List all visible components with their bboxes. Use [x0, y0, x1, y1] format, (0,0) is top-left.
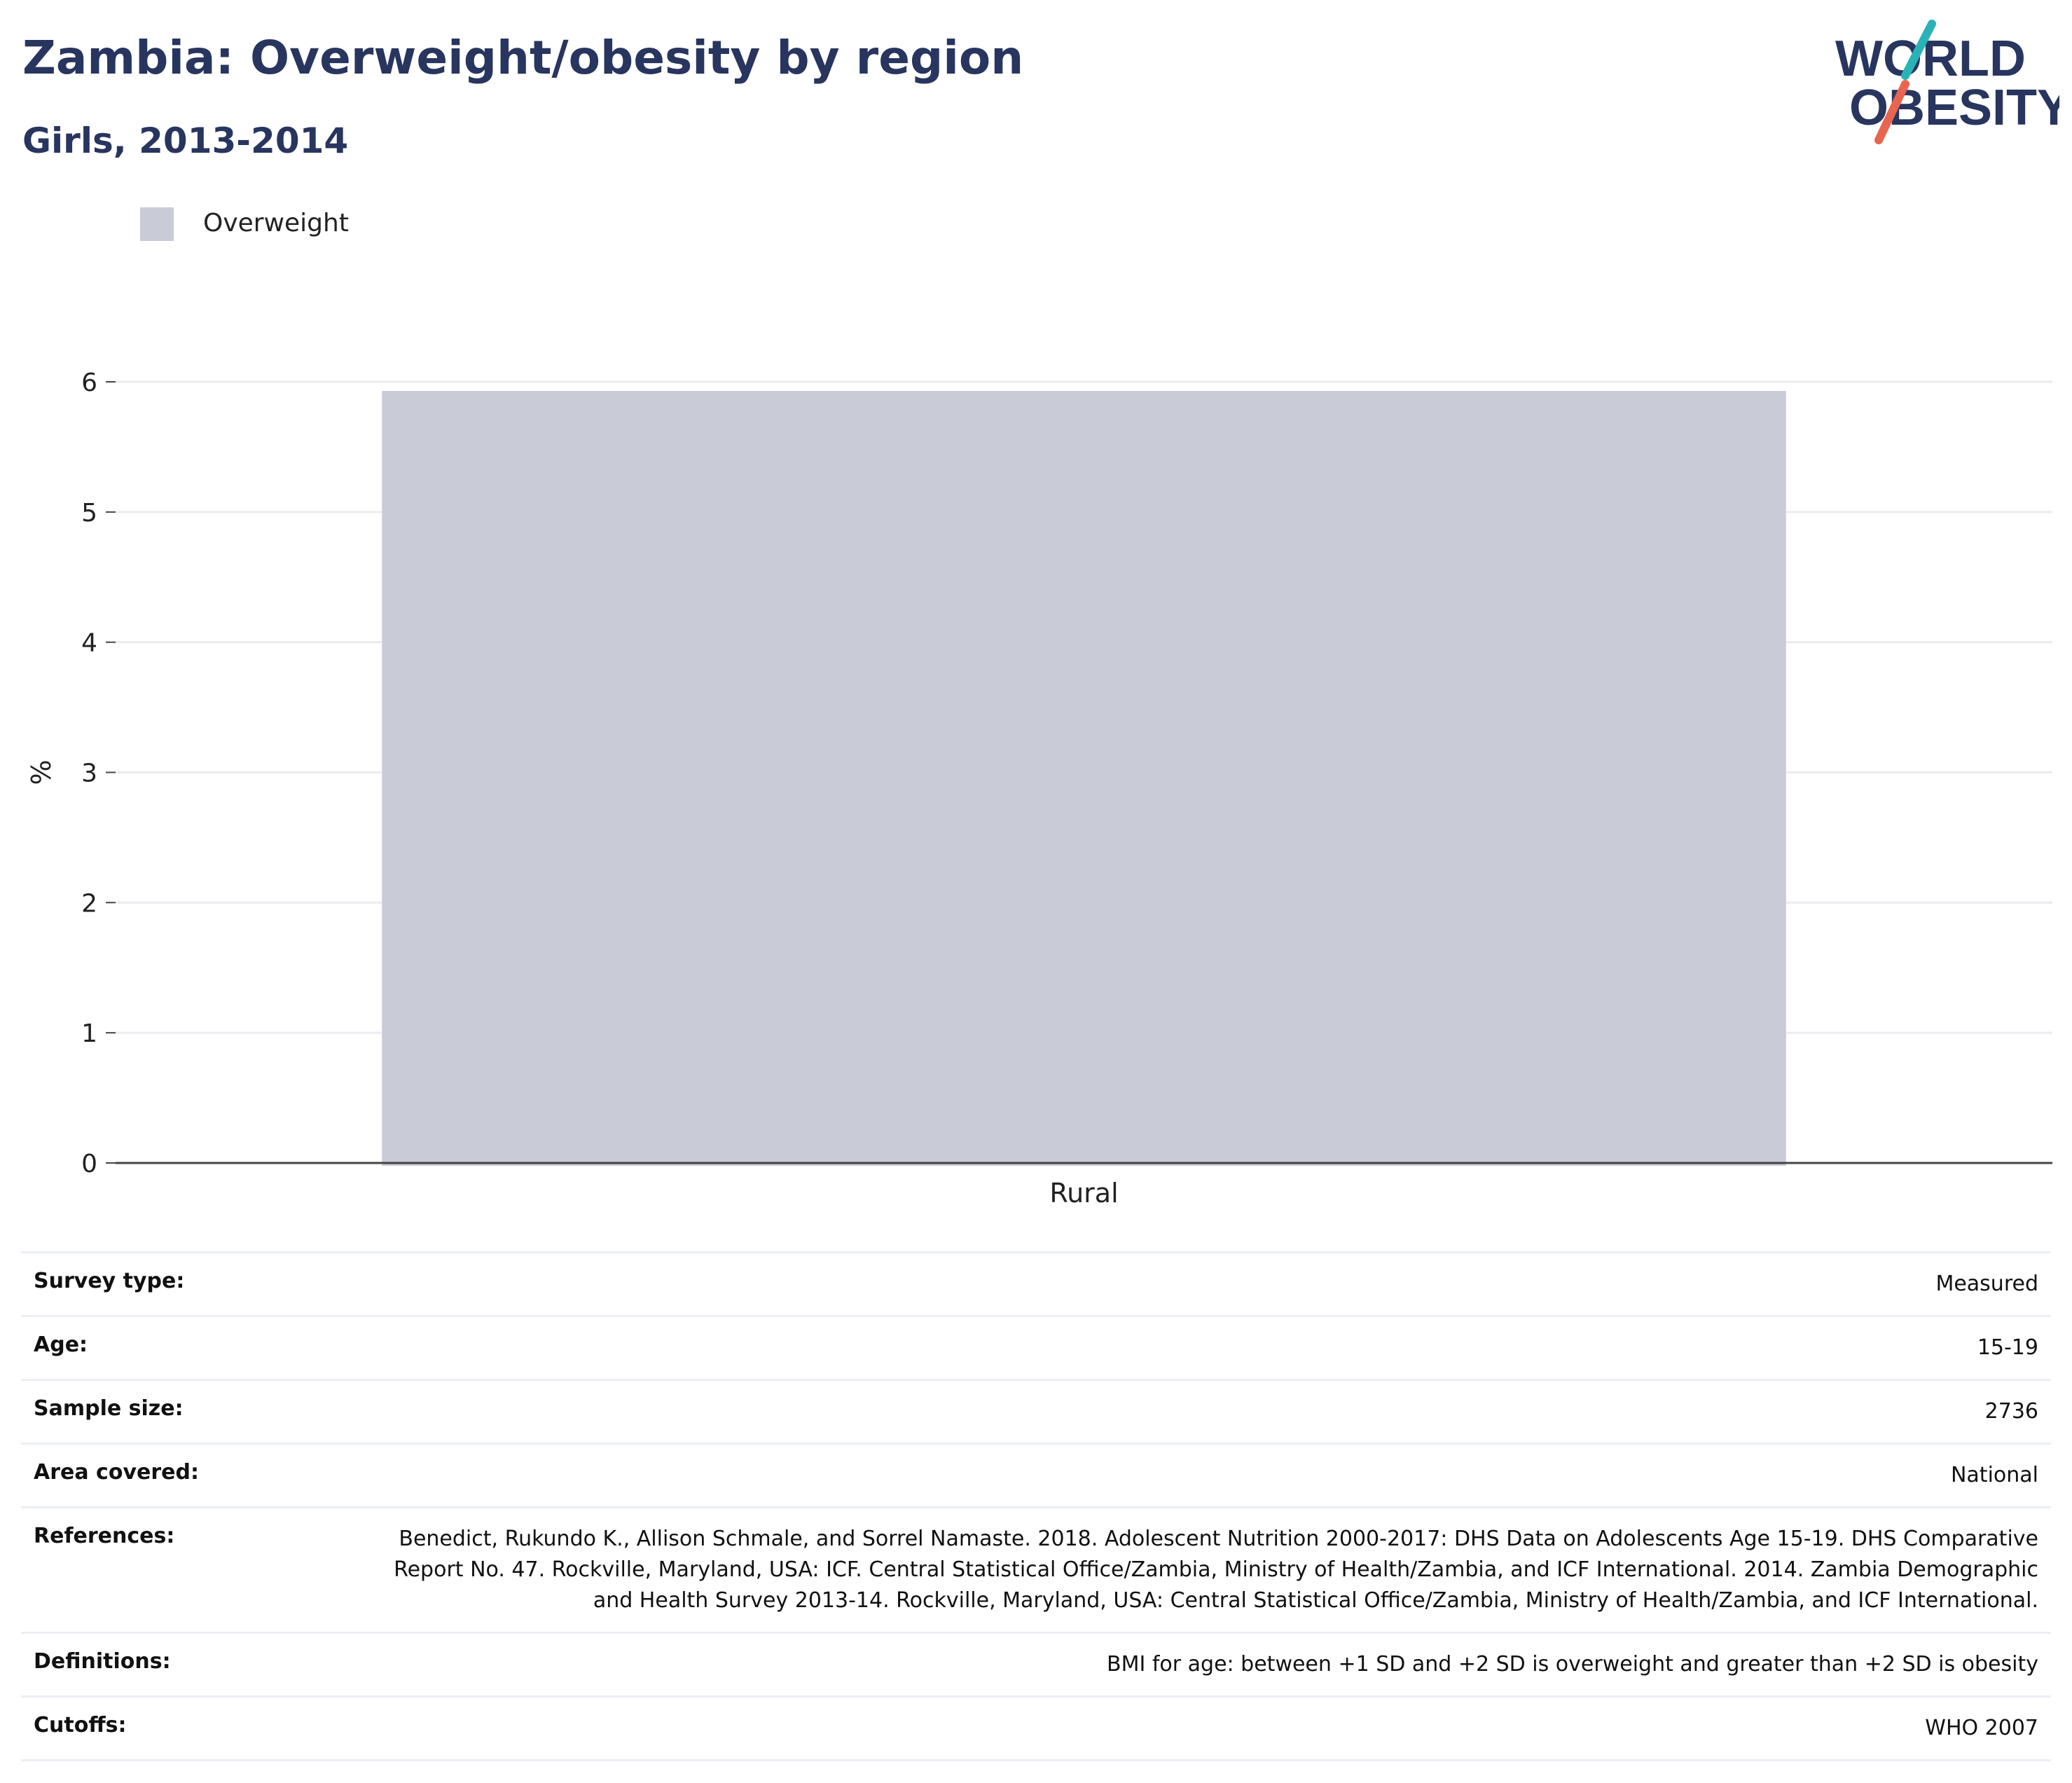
info-value: Measured [340, 1251, 2051, 1316]
info-value: Benedict, Rukundo K., Allison Schmale, a… [340, 1506, 2051, 1633]
info-row: Definitions: BMI for age: between +1 SD a… [21, 1632, 2051, 1697]
logo-slash-top [1901, 20, 1936, 80]
legend-swatch-overweight [140, 207, 174, 241]
info-label: Definitions: [21, 1632, 340, 1697]
bar-chart: 0 1 2 3 4 5 6 Rural % [26, 369, 2052, 1209]
axes: 0 1 2 3 4 5 6 Rural [81, 369, 2052, 1209]
info-row: Cutoffs: WHO 2007 [21, 1695, 2051, 1761]
world-obesity-logo: WORLD OBESITY [1835, 20, 2059, 144]
logo-text-world: WORLD [1835, 31, 2026, 87]
info-label: Survey type: [21, 1251, 340, 1316]
y-tick-label: 1 [81, 1019, 97, 1048]
y-tick-label: 2 [81, 889, 97, 918]
info-value: National [340, 1443, 2051, 1508]
info-row: Age: 15-19 [21, 1315, 2051, 1380]
y-tick-label: 3 [81, 759, 97, 788]
info-row: Survey type: Measured [21, 1251, 2051, 1316]
info-label: Sample size: [21, 1379, 340, 1444]
y-tick-label: 6 [81, 369, 97, 397]
chart-title: Zambia: Overweight/obesity by region [22, 31, 1024, 85]
info-row: Area covered: National [21, 1443, 2051, 1508]
info-value: BMI for age: between +1 SD and +2 SD is … [340, 1632, 2051, 1697]
info-label: Cutoffs: [21, 1695, 340, 1761]
y-tick-label: 4 [81, 629, 97, 658]
x-tick-label: Rural [1049, 1178, 1118, 1209]
y-axis-label: % [26, 759, 57, 785]
bar-rural[interactable] [382, 391, 1786, 1166]
info-label: Age: [21, 1315, 340, 1380]
y-tick-label: 0 [81, 1150, 97, 1178]
chart-subtitle: Girls, 2013-2014 [22, 121, 349, 161]
survey-info-table: Survey type: Measured Age: 15-19 Sample size… [21, 1251, 2051, 1761]
info-value: 2736 [340, 1379, 2051, 1444]
info-value: WHO 2007 [340, 1695, 2051, 1761]
logo-slash-bottom [1874, 80, 1909, 144]
info-row: Sample size: 2736 [21, 1379, 2051, 1444]
info-label: Area covered: [21, 1443, 340, 1508]
info-row: References: Benedict, Rukundo K., Allison… [21, 1506, 2051, 1633]
bars [382, 391, 1786, 1166]
info-label: References: [21, 1506, 340, 1633]
info-value: 15-19 [340, 1315, 2051, 1380]
y-tick-label: 5 [81, 499, 97, 528]
legend-label-overweight: Overweight [203, 209, 349, 237]
